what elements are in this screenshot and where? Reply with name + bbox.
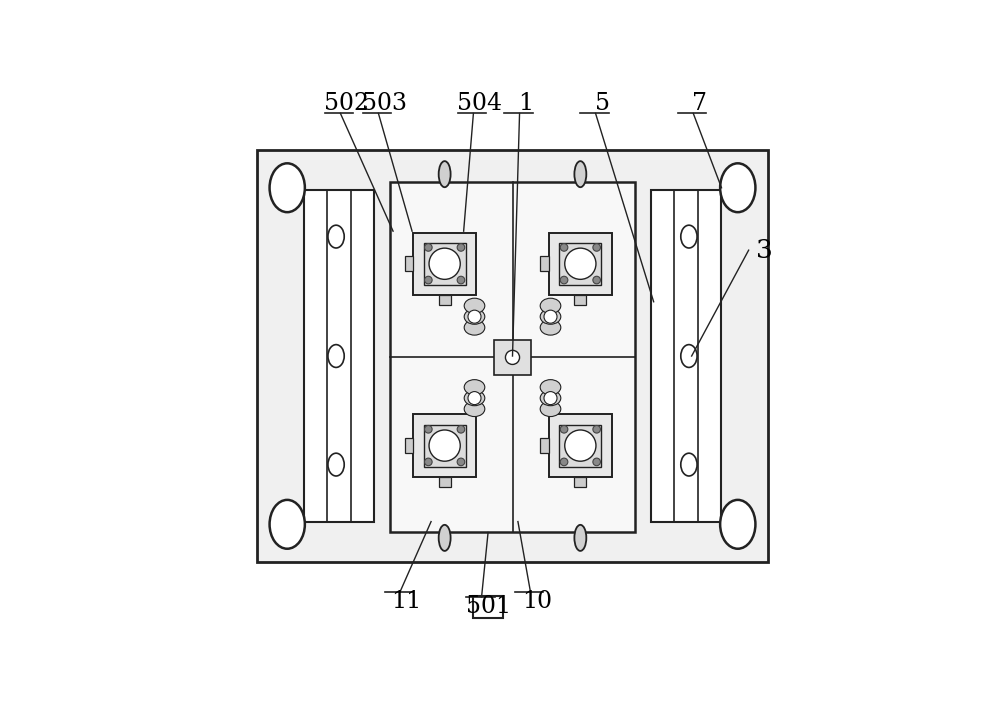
Circle shape — [425, 426, 432, 433]
Bar — [549, 415, 612, 477]
Ellipse shape — [464, 379, 485, 395]
Bar — [439, 295, 451, 305]
Ellipse shape — [439, 525, 451, 551]
Circle shape — [544, 391, 557, 405]
Ellipse shape — [540, 401, 561, 417]
Circle shape — [457, 276, 465, 284]
Ellipse shape — [270, 164, 305, 212]
Circle shape — [565, 430, 596, 461]
Bar — [405, 256, 413, 271]
Text: 504: 504 — [457, 92, 502, 115]
Bar — [559, 243, 601, 285]
Ellipse shape — [328, 453, 344, 476]
Bar — [540, 438, 549, 453]
Bar — [304, 190, 374, 522]
Circle shape — [560, 276, 568, 284]
Bar — [651, 190, 721, 522]
Bar — [574, 295, 586, 305]
Ellipse shape — [540, 298, 561, 314]
Ellipse shape — [681, 345, 697, 367]
Text: 5: 5 — [595, 92, 610, 115]
Text: 503: 503 — [362, 92, 407, 115]
Circle shape — [425, 244, 432, 251]
Bar — [405, 438, 413, 453]
Text: 1: 1 — [519, 92, 534, 115]
Bar — [257, 149, 768, 563]
Text: 501: 501 — [466, 595, 511, 618]
Text: 11: 11 — [392, 590, 422, 613]
Text: 3: 3 — [756, 238, 773, 263]
Ellipse shape — [464, 298, 485, 314]
Circle shape — [425, 458, 432, 466]
Circle shape — [593, 276, 600, 284]
Circle shape — [565, 248, 596, 279]
Ellipse shape — [540, 309, 561, 324]
Bar — [424, 424, 466, 467]
Bar — [540, 256, 549, 271]
Circle shape — [468, 310, 481, 323]
Ellipse shape — [464, 401, 485, 417]
Bar — [413, 415, 476, 477]
Circle shape — [544, 310, 557, 323]
Ellipse shape — [681, 453, 697, 476]
Ellipse shape — [439, 161, 451, 188]
Circle shape — [560, 458, 568, 466]
Ellipse shape — [464, 320, 485, 335]
Bar — [494, 340, 531, 375]
Circle shape — [593, 426, 600, 433]
Bar — [257, 149, 768, 563]
Bar — [574, 477, 586, 486]
Ellipse shape — [540, 320, 561, 335]
Circle shape — [425, 276, 432, 284]
Ellipse shape — [720, 500, 755, 548]
Bar — [390, 183, 635, 532]
Bar — [473, 596, 503, 618]
Ellipse shape — [574, 525, 586, 551]
Circle shape — [505, 350, 520, 364]
Circle shape — [457, 426, 465, 433]
Circle shape — [468, 391, 481, 405]
Ellipse shape — [540, 391, 561, 405]
Circle shape — [429, 430, 460, 461]
Ellipse shape — [328, 225, 344, 248]
Circle shape — [457, 458, 465, 466]
Text: 10: 10 — [522, 590, 552, 613]
Circle shape — [560, 426, 568, 433]
Ellipse shape — [328, 345, 344, 367]
Circle shape — [560, 244, 568, 251]
Circle shape — [593, 244, 600, 251]
Circle shape — [429, 248, 460, 279]
Text: 502: 502 — [324, 92, 369, 115]
Ellipse shape — [540, 379, 561, 395]
Ellipse shape — [681, 225, 697, 248]
Bar — [413, 233, 476, 295]
Circle shape — [593, 458, 600, 466]
Ellipse shape — [720, 164, 755, 212]
Text: 7: 7 — [692, 92, 707, 115]
Ellipse shape — [464, 309, 485, 324]
Ellipse shape — [270, 500, 305, 548]
Ellipse shape — [464, 391, 485, 405]
Bar — [549, 233, 612, 295]
Bar — [439, 477, 451, 486]
Bar — [424, 243, 466, 285]
Bar — [559, 424, 601, 467]
Circle shape — [457, 244, 465, 251]
Ellipse shape — [574, 161, 586, 188]
